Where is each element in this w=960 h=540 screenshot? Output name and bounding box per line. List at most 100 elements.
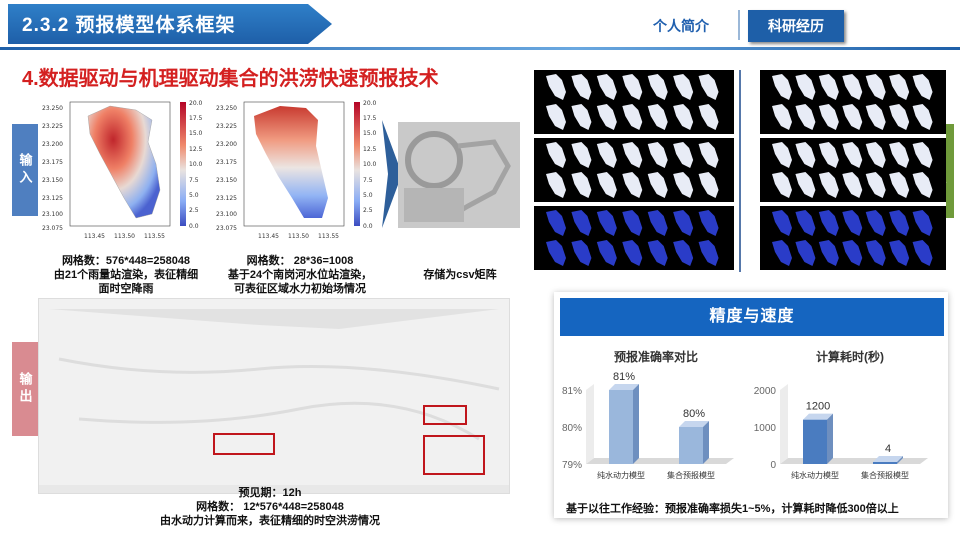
rain-colorbar-ticks: 20.0 17.5 15.0 12.5 10.0 7.5 5.0 2.5 0.0 [189,100,203,230]
svg-text:23.075: 23.075 [216,225,237,232]
training-sample-shape [673,142,694,168]
time-bar [873,462,897,464]
csv-matrix-image [398,122,520,228]
training-sample-shape [698,240,719,266]
accuracy-y-tick: 81% [562,386,582,397]
time-bar [803,419,827,464]
accuracy-value-label: 81% [613,371,635,383]
accuracy-axis-floor [586,458,734,464]
training-sample-shape [596,74,617,100]
accuracy-bar [609,390,633,464]
training-sample-shape [546,74,566,100]
training-sample-shape [818,104,839,130]
nav-item-profile[interactable]: 个人简介 [653,18,709,34]
accuracy-category-label: 纯水动力模型 [597,470,645,480]
time-y-tick: 1000 [754,423,777,434]
accuracy-axis-wall [586,384,594,464]
svg-text:23.175: 23.175 [42,159,63,166]
output-label: 输出 [12,342,38,436]
header-divider [0,47,960,50]
svg-text:23.225: 23.225 [216,123,237,130]
training-sample-shape [865,240,886,266]
svg-text:23.100: 23.100 [216,211,237,218]
training-sample-shape [865,172,886,198]
training-sample-shape [571,142,592,168]
svg-text:23.075: 23.075 [42,225,63,232]
training-sample-shape [698,172,719,198]
accuracy-bar-side [703,421,709,464]
training-sample-shape [596,142,617,168]
training-sample-shape [889,172,910,198]
training-sample-shape [571,240,592,266]
training-sample-shape [912,210,933,236]
svg-text:23.150: 23.150 [42,177,63,184]
flow-arrow-icon [382,120,402,228]
accuracy-y-tick: 80% [562,423,582,434]
section-title: 4.数据驱动与机理驱动集合的洪涝快速预报技术 [22,68,439,90]
time-bar-top [803,413,833,420]
training-sample-shape [842,172,863,198]
wl-y-ticks: 23.250 23.225 23.200 23.175 23.150 23.12… [216,105,237,232]
svg-text:12.5: 12.5 [189,146,203,153]
training-sample-shape [622,240,643,266]
training-sample-shape [889,142,910,168]
nav-item-research[interactable]: 科研经历 [748,10,844,42]
training-sample-shape [698,104,719,130]
flood-output-map [38,298,510,494]
svg-text:2.5: 2.5 [363,207,373,214]
training-sample-shape [842,142,863,168]
training-sample-shape [795,142,816,168]
svg-text:113.50: 113.50 [288,233,309,240]
training-sample-shape [571,104,592,130]
page-title: 2.3.2 预报模型体系框架 [22,15,236,36]
training-sample-shape [673,210,694,236]
svg-text:23.200: 23.200 [42,141,63,148]
training-sample-shape [698,74,719,100]
svg-text:0.0: 0.0 [189,223,199,230]
training-sample-shape [673,104,694,130]
svg-text:17.5: 17.5 [363,115,377,122]
accuracy-category-label: 集合预报模型 [667,470,715,480]
training-sample-shape [622,210,643,236]
flood-highlight-2 [423,405,467,425]
svg-text:23.150: 23.150 [216,177,237,184]
training-sample-shape [912,240,933,266]
svg-text:23.125: 23.125 [42,195,63,202]
svg-text:7.5: 7.5 [189,177,199,184]
rainfall-heatmap: 23.250 23.225 23.200 23.175 23.150 23.12… [40,94,208,244]
training-sample-shape [772,210,792,236]
rain-x-ticks: 113.45 113.50 113.55 [84,233,165,240]
training-sample-shape [865,210,886,236]
accuracy-chart: 81% 80% 79% 81% 纯水动力模型 80% 集合预报模型 [562,371,734,480]
results-note: 基于以往工作经验：预报准确率损失1~5%，计算耗时降低300倍以上 [566,503,899,515]
training-sample-shape [647,142,668,168]
training-sample-shape [546,210,566,236]
svg-text:10.0: 10.0 [363,161,377,168]
training-sample-shape [698,142,719,168]
training-sample-shape [622,74,643,100]
time-chart-title: 计算耗时(秒) [816,350,884,364]
time-bar-top [873,456,903,462]
svg-text:23.250: 23.250 [216,105,237,112]
svg-text:113.50: 113.50 [114,233,135,240]
time-value-label: 1200 [806,401,830,413]
training-sample-shape [596,240,617,266]
training-sample-shape [772,104,792,130]
training-sample-shape [772,74,792,100]
training-sample-shape [596,104,617,130]
training-sample-shape [818,240,839,266]
svg-text:15.0: 15.0 [189,130,203,137]
input-label: 输入 [12,124,38,216]
training-sample-shape [865,74,886,100]
flood-highlight-1 [213,433,275,455]
wl-x-ticks: 113.45 113.50 113.55 [258,233,339,240]
training-sample-shape [571,210,592,236]
svg-text:5.0: 5.0 [189,192,199,199]
water-level-heatmap: 23.250 23.225 23.200 23.175 23.150 23.12… [214,94,382,244]
accuracy-bar-top [679,421,709,427]
training-sample-shape [546,104,566,130]
svg-text:20.0: 20.0 [363,100,377,107]
svg-text:113.55: 113.55 [318,233,339,240]
time-bar-side [897,456,903,464]
time-category-label: 纯水动力模型 [791,470,839,480]
